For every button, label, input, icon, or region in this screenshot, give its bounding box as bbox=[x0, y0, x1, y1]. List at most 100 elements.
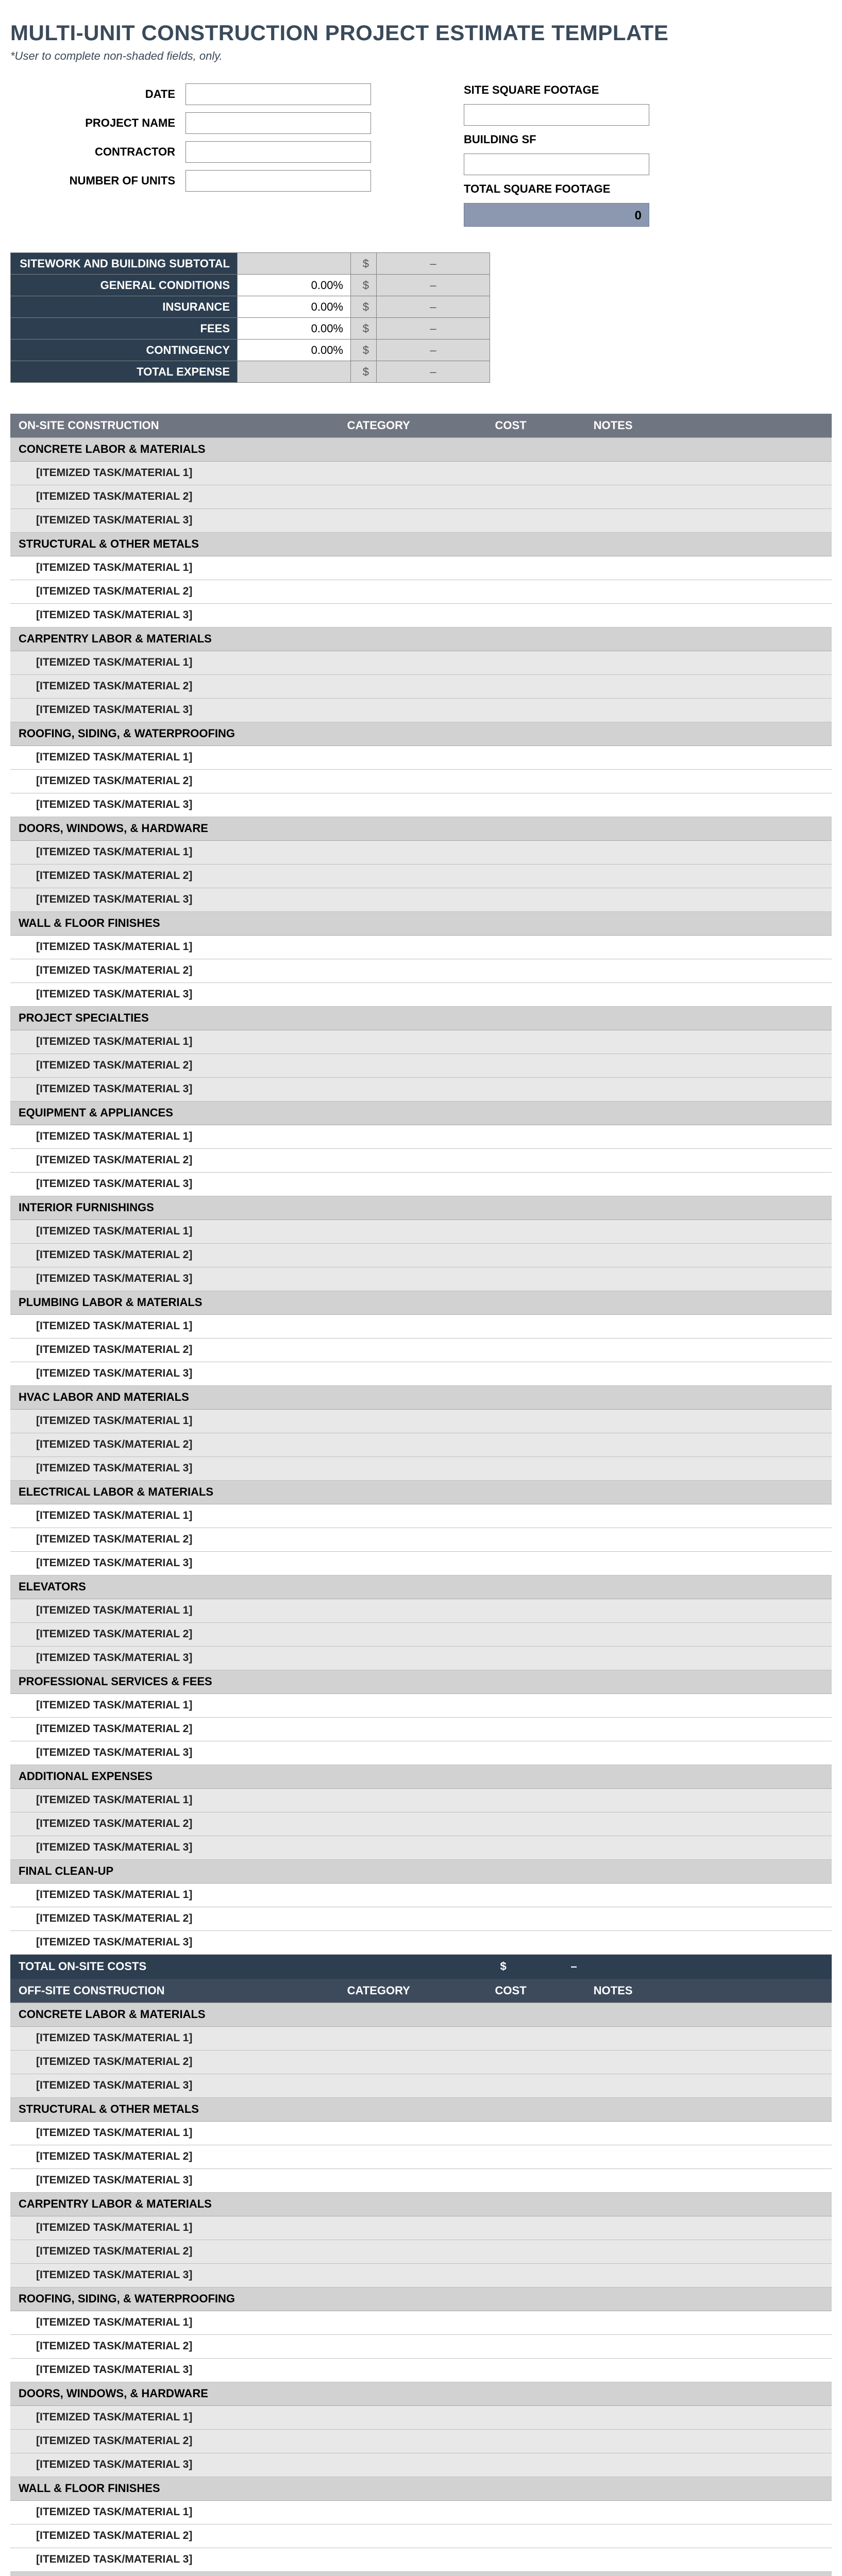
item-notes[interactable] bbox=[585, 1172, 832, 1196]
item-cost[interactable] bbox=[487, 1551, 585, 1575]
item-notes[interactable] bbox=[585, 2121, 832, 2145]
item-notes[interactable] bbox=[585, 1599, 832, 1622]
item-cost[interactable] bbox=[487, 1030, 585, 1054]
item-notes[interactable] bbox=[585, 1148, 832, 1172]
item-cost[interactable] bbox=[487, 674, 585, 698]
summary-pct[interactable]: 0.00% bbox=[238, 340, 351, 361]
item-cost[interactable] bbox=[487, 1433, 585, 1456]
date-input[interactable] bbox=[186, 83, 371, 105]
item-category[interactable] bbox=[339, 1267, 487, 1291]
item-notes[interactable] bbox=[585, 2500, 832, 2524]
item-notes[interactable] bbox=[585, 2548, 832, 2571]
item-notes[interactable] bbox=[585, 982, 832, 1006]
item-notes[interactable] bbox=[585, 509, 832, 532]
item-cost[interactable] bbox=[487, 959, 585, 982]
item-cost[interactable] bbox=[487, 2026, 585, 2050]
item-cost[interactable] bbox=[487, 1646, 585, 1670]
item-category[interactable] bbox=[339, 1504, 487, 1528]
item-notes[interactable] bbox=[585, 2168, 832, 2192]
item-category[interactable] bbox=[339, 509, 487, 532]
item-cost[interactable] bbox=[487, 461, 585, 485]
item-cost[interactable] bbox=[487, 2405, 585, 2429]
item-cost[interactable] bbox=[487, 2121, 585, 2145]
contractor-input[interactable] bbox=[186, 141, 371, 163]
item-cost[interactable] bbox=[487, 698, 585, 722]
item-notes[interactable] bbox=[585, 674, 832, 698]
item-category[interactable] bbox=[339, 1433, 487, 1456]
item-notes[interactable] bbox=[585, 2263, 832, 2287]
item-cost[interactable] bbox=[487, 864, 585, 888]
item-cost[interactable] bbox=[487, 840, 585, 864]
item-category[interactable] bbox=[339, 2074, 487, 2097]
item-cost[interactable] bbox=[487, 580, 585, 603]
item-category[interactable] bbox=[339, 864, 487, 888]
item-category[interactable] bbox=[339, 1219, 487, 1243]
item-cost[interactable] bbox=[487, 793, 585, 817]
item-notes[interactable] bbox=[585, 793, 832, 817]
item-cost[interactable] bbox=[487, 1883, 585, 1907]
item-cost[interactable] bbox=[487, 1907, 585, 1930]
item-notes[interactable] bbox=[585, 1077, 832, 1101]
item-category[interactable] bbox=[339, 2500, 487, 2524]
item-cost[interactable] bbox=[487, 2145, 585, 2168]
item-category[interactable] bbox=[339, 1362, 487, 1385]
item-notes[interactable] bbox=[585, 2240, 832, 2263]
item-notes[interactable] bbox=[585, 1409, 832, 1433]
item-notes[interactable] bbox=[585, 1622, 832, 1646]
item-category[interactable] bbox=[339, 485, 487, 509]
item-category[interactable] bbox=[339, 2453, 487, 2477]
item-cost[interactable] bbox=[487, 1836, 585, 1859]
number-of-units-input[interactable] bbox=[186, 170, 371, 192]
item-category[interactable] bbox=[339, 1528, 487, 1551]
item-cost[interactable] bbox=[487, 1599, 585, 1622]
item-notes[interactable] bbox=[585, 959, 832, 982]
item-category[interactable] bbox=[339, 769, 487, 793]
item-notes[interactable] bbox=[585, 1717, 832, 1741]
item-notes[interactable] bbox=[585, 2453, 832, 2477]
item-category[interactable] bbox=[339, 959, 487, 982]
item-category[interactable] bbox=[339, 1622, 487, 1646]
item-category[interactable] bbox=[339, 1907, 487, 1930]
item-cost[interactable] bbox=[487, 1148, 585, 1172]
building-sf-input[interactable] bbox=[464, 154, 649, 175]
item-cost[interactable] bbox=[487, 1243, 585, 1267]
item-cost[interactable] bbox=[487, 1741, 585, 1765]
item-notes[interactable] bbox=[585, 935, 832, 959]
item-cost[interactable] bbox=[487, 1314, 585, 1338]
item-notes[interactable] bbox=[585, 556, 832, 580]
site-sf-input[interactable] bbox=[464, 104, 649, 126]
item-category[interactable] bbox=[339, 1599, 487, 1622]
item-cost[interactable] bbox=[487, 935, 585, 959]
item-notes[interactable] bbox=[585, 840, 832, 864]
item-notes[interactable] bbox=[585, 1836, 832, 1859]
item-category[interactable] bbox=[339, 556, 487, 580]
item-notes[interactable] bbox=[585, 1054, 832, 1077]
item-cost[interactable] bbox=[487, 1930, 585, 1954]
summary-pct[interactable]: 0.00% bbox=[238, 296, 351, 318]
item-category[interactable] bbox=[339, 698, 487, 722]
item-cost[interactable] bbox=[487, 2453, 585, 2477]
item-cost[interactable] bbox=[487, 1267, 585, 1291]
item-category[interactable] bbox=[339, 2240, 487, 2263]
item-cost[interactable] bbox=[487, 1456, 585, 1480]
item-notes[interactable] bbox=[585, 1930, 832, 1954]
item-cost[interactable] bbox=[487, 745, 585, 769]
item-cost[interactable] bbox=[487, 888, 585, 911]
item-cost[interactable] bbox=[487, 1717, 585, 1741]
item-notes[interactable] bbox=[585, 769, 832, 793]
item-cost[interactable] bbox=[487, 485, 585, 509]
item-cost[interactable] bbox=[487, 2216, 585, 2240]
item-notes[interactable] bbox=[585, 1907, 832, 1930]
item-notes[interactable] bbox=[585, 651, 832, 674]
item-cost[interactable] bbox=[487, 2358, 585, 2382]
item-cost[interactable] bbox=[487, 1528, 585, 1551]
item-category[interactable] bbox=[339, 935, 487, 959]
item-notes[interactable] bbox=[585, 2524, 832, 2548]
item-category[interactable] bbox=[339, 1930, 487, 1954]
item-cost[interactable] bbox=[487, 1409, 585, 1433]
item-category[interactable] bbox=[339, 1456, 487, 1480]
item-notes[interactable] bbox=[585, 1693, 832, 1717]
item-notes[interactable] bbox=[585, 1125, 832, 1148]
item-notes[interactable] bbox=[585, 1883, 832, 1907]
item-notes[interactable] bbox=[585, 1646, 832, 1670]
